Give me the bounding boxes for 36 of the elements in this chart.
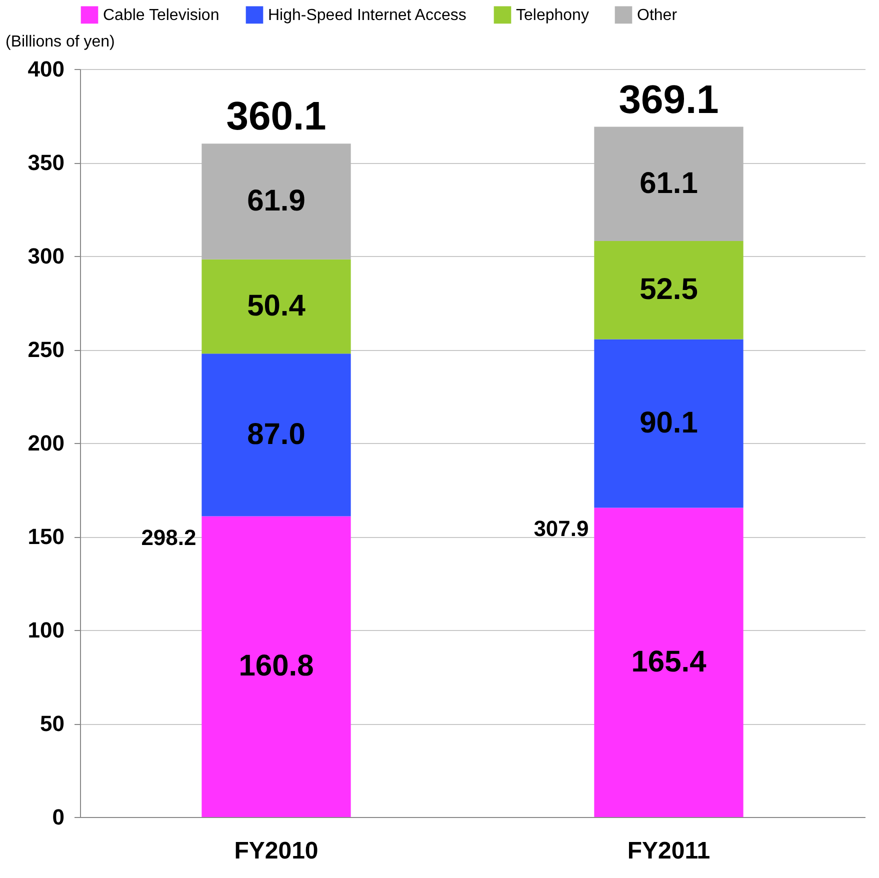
annotation: 307.9 [534,516,589,542]
y-tick-label: 350 [28,150,64,175]
bar [594,241,744,340]
legend-label: Cable Television [103,6,220,24]
y-axis-title: (Billions of yen) [6,34,115,50]
bar [594,126,744,242]
text: 61.1 [640,166,698,200]
text: 90.1 [640,406,698,440]
y-tick-label: 0 [52,804,64,830]
y-tick-label: 400 [28,56,64,82]
bar [202,354,351,516]
text: 160.8 [238,650,314,683]
legend-label: Other [637,6,678,24]
text: 165.4 [631,645,706,678]
y-tick-label: 50 [40,711,64,736]
annotation: 298.2 [141,525,196,550]
y-tick-label: 100 [28,618,64,642]
legend-label: High-Speed Internet Access [268,6,466,24]
bar [594,508,744,817]
y-tick-label: 200 [28,430,64,456]
y-tick-label: 250 [28,337,64,362]
bar [594,339,744,508]
bar [202,259,351,354]
x-tick-label: FY2011 [627,838,710,864]
y-tick-label: 150 [28,524,64,549]
total-label: 360.1 [226,94,326,139]
text: 50.4 [247,289,306,322]
bar [202,516,351,817]
text: 87.0 [247,418,306,451]
y-tick-label: 300 [28,244,64,268]
text: 52.5 [640,273,698,306]
total-label: 369.1 [618,78,719,122]
text: 61.9 [247,184,306,218]
legend-label: Telephony [516,6,589,24]
x-tick-label: FY2010 [234,838,318,864]
bar [202,144,351,260]
